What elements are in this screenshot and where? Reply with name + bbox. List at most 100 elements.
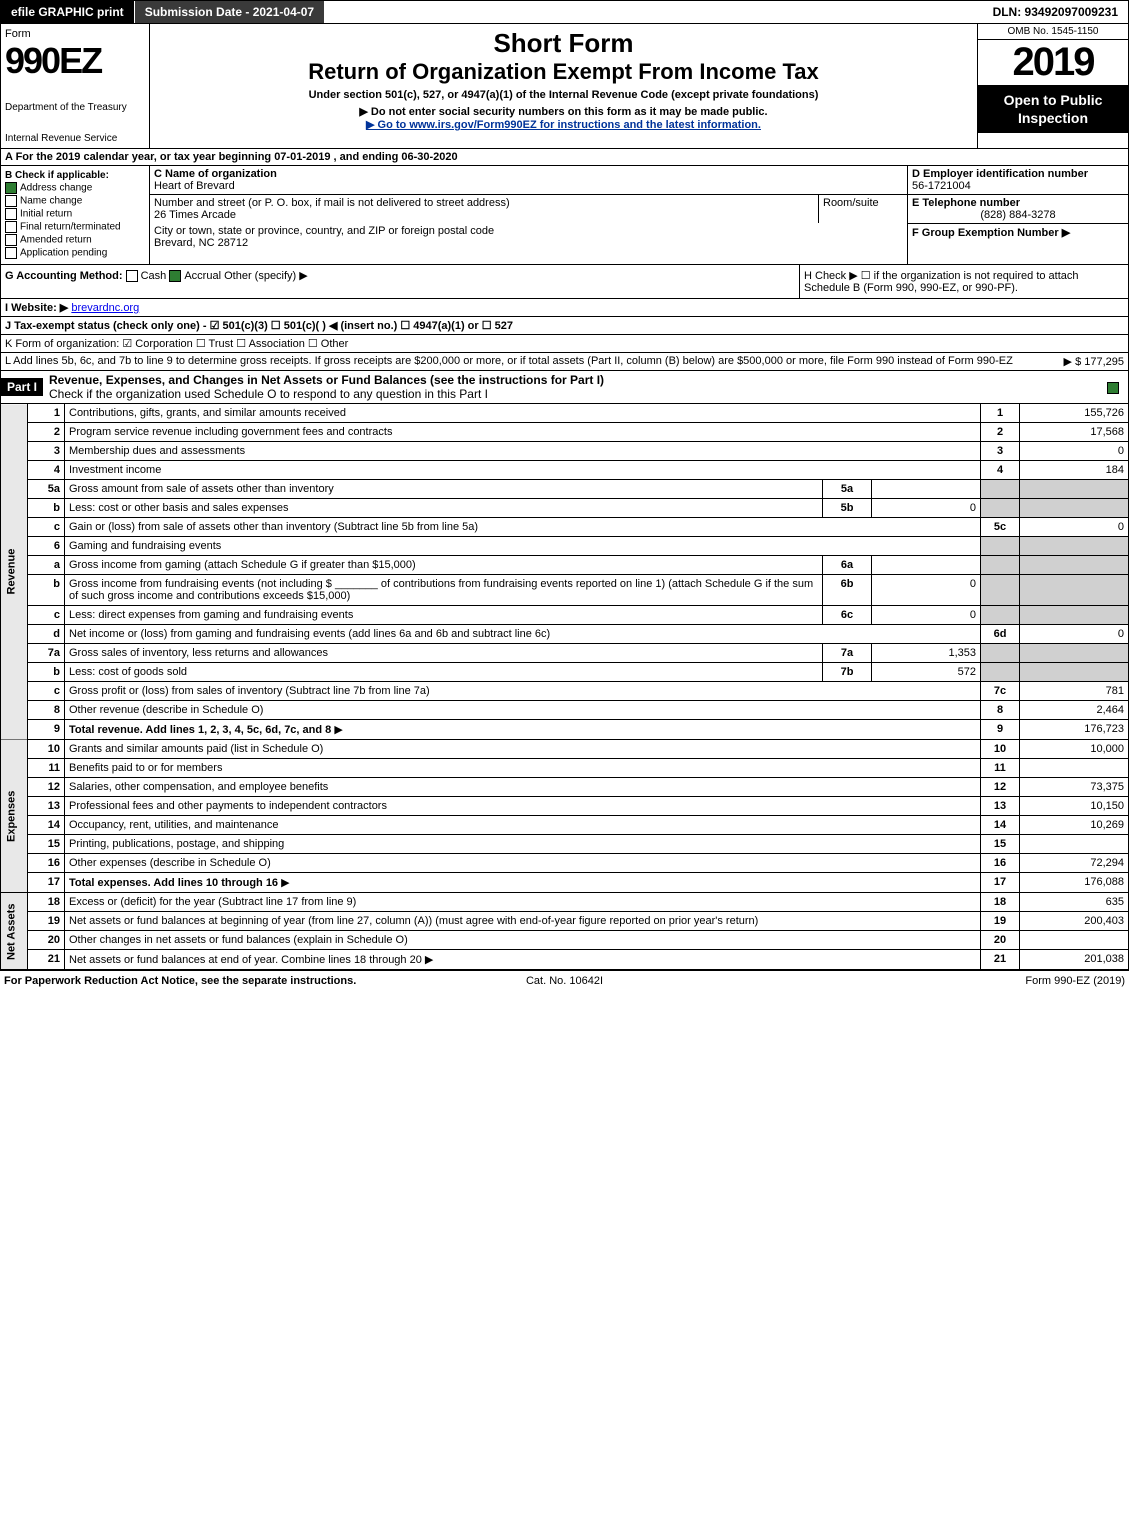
g-label: G Accounting Method:	[5, 270, 123, 282]
line-amt: 10,000	[1020, 740, 1129, 759]
part1-checkbox[interactable]	[1107, 382, 1119, 394]
irs-link[interactable]: ▶ Go to www.irs.gov/Form990EZ for instru…	[366, 119, 761, 131]
line-box: 20	[981, 931, 1020, 950]
b-checkbox[interactable]	[5, 221, 17, 233]
cash-label: Cash	[141, 270, 167, 282]
inner-amt: 0	[872, 499, 981, 518]
accrual-checkbox[interactable]	[169, 270, 181, 282]
street-value: 26 Times Arcade	[154, 209, 236, 221]
line-box: 3	[981, 442, 1020, 461]
accrual-label: Accrual	[184, 270, 221, 282]
box-l-text: L Add lines 5b, 6c, and 7b to line 9 to …	[5, 355, 1064, 368]
b-checkbox[interactable]	[5, 195, 17, 207]
line-amt: 200,403	[1020, 912, 1129, 931]
box-d-e-f: D Employer identification number56-17210…	[907, 166, 1128, 264]
part1-title: Revenue, Expenses, and Changes in Net As…	[49, 373, 604, 387]
line-box: 9	[981, 720, 1020, 740]
shaded-box	[981, 537, 1020, 556]
part1-label: Part I	[1, 378, 43, 396]
line-num: 18	[28, 893, 65, 912]
line-desc: Other changes in net assets or fund bala…	[65, 931, 981, 950]
line-amt: 17,568	[1020, 423, 1129, 442]
shaded-amt	[1020, 480, 1129, 499]
form-label: Form	[5, 28, 145, 40]
inner-box: 6a	[823, 556, 872, 575]
period-a: A For the 2019 calendar year, or tax yea…	[0, 149, 1129, 166]
shaded-amt	[1020, 537, 1129, 556]
line-amt: 155,726	[1020, 404, 1129, 423]
line-box: 17	[981, 873, 1020, 893]
shaded-amt	[1020, 575, 1129, 606]
line-num: 19	[28, 912, 65, 931]
inner-box: 5a	[823, 480, 872, 499]
shaded-box	[981, 480, 1020, 499]
open-inspection: Open to Public Inspection	[978, 85, 1128, 133]
line-num: 13	[28, 797, 65, 816]
b-checkbox[interactable]	[5, 208, 17, 220]
irs-label: Internal Revenue Service	[5, 133, 145, 144]
room-label: Room/suite	[819, 195, 907, 223]
line-desc: Less: cost of goods sold	[65, 663, 823, 682]
line-desc: Excess or (deficit) for the year (Subtra…	[65, 893, 981, 912]
page-footer: For Paperwork Reduction Act Notice, see …	[0, 970, 1129, 991]
line-num: 12	[28, 778, 65, 797]
box-h: H Check ▶ ☐ if the organization is not r…	[799, 265, 1128, 298]
line-desc: Net assets or fund balances at end of ye…	[65, 950, 981, 970]
line-box: 15	[981, 835, 1020, 854]
line-box: 12	[981, 778, 1020, 797]
cash-checkbox[interactable]	[126, 270, 138, 282]
box-b-title: B Check if applicable:	[5, 170, 109, 181]
inner-amt	[872, 480, 981, 499]
line-num: 17	[28, 873, 65, 893]
inner-box: 5b	[823, 499, 872, 518]
line-amt	[1020, 931, 1129, 950]
b-checkbox[interactable]	[5, 182, 17, 194]
submission-date: Submission Date - 2021-04-07	[135, 1, 324, 23]
line-num: 2	[28, 423, 65, 442]
line-num: a	[28, 556, 65, 575]
form-number: 990EZ	[5, 40, 145, 82]
line-box: 8	[981, 701, 1020, 720]
line-amt: 10,150	[1020, 797, 1129, 816]
b-checkbox[interactable]	[5, 234, 17, 246]
line-box: 6d	[981, 625, 1020, 644]
box-b: B Check if applicable: Address changeNam…	[1, 166, 150, 264]
line-num: 21	[28, 950, 65, 970]
line-box: 21	[981, 950, 1020, 970]
line-amt	[1020, 835, 1129, 854]
return-title: Return of Organization Exempt From Incom…	[154, 59, 973, 85]
inner-box: 7a	[823, 644, 872, 663]
line-num: 1	[28, 404, 65, 423]
b-checkbox[interactable]	[5, 247, 17, 259]
phone-value: (828) 884-3278	[912, 209, 1124, 221]
org-name: Heart of Brevard	[154, 180, 235, 192]
line-num: 3	[28, 442, 65, 461]
line-num: 4	[28, 461, 65, 480]
line-desc: Net income or (loss) from gaming and fun…	[65, 625, 981, 644]
line-num: 16	[28, 854, 65, 873]
shaded-box	[981, 644, 1020, 663]
efile-print-button[interactable]: efile GRAPHIC print	[1, 1, 135, 23]
form-footer: Form 990-EZ (2019)	[751, 975, 1125, 987]
website-link[interactable]: brevardnc.org	[71, 302, 139, 314]
line-amt: 0	[1020, 518, 1129, 537]
inner-box: 6c	[823, 606, 872, 625]
line-desc: Professional fees and other payments to …	[65, 797, 981, 816]
inner-amt: 572	[872, 663, 981, 682]
line-desc: Less: cost or other basis and sales expe…	[65, 499, 823, 518]
top-bar: efile GRAPHIC print Submission Date - 20…	[0, 0, 1129, 24]
ssn-warning: ▶ Do not enter social security numbers o…	[154, 105, 973, 118]
dept-treasury: Department of the Treasury	[5, 102, 145, 113]
line-num: 11	[28, 759, 65, 778]
shaded-box	[981, 606, 1020, 625]
line-box: 5c	[981, 518, 1020, 537]
under-section: Under section 501(c), 527, or 4947(a)(1)…	[154, 89, 973, 101]
shaded-box	[981, 663, 1020, 682]
line-box: 19	[981, 912, 1020, 931]
line-desc: Membership dues and assessments	[65, 442, 981, 461]
line-desc: Grants and similar amounts paid (list in…	[65, 740, 981, 759]
shaded-amt	[1020, 556, 1129, 575]
shaded-amt	[1020, 644, 1129, 663]
line-box: 4	[981, 461, 1020, 480]
line-amt: 184	[1020, 461, 1129, 480]
